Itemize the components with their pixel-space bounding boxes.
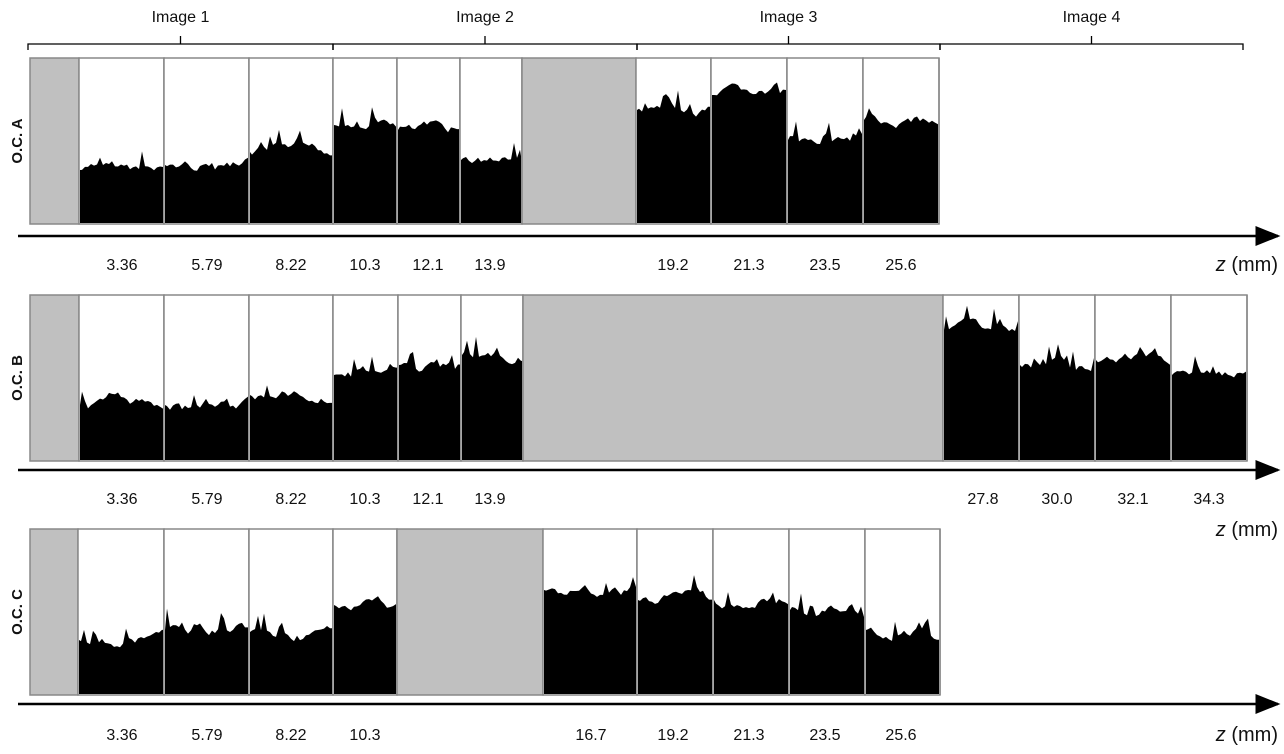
tick-label: 3.36 [106, 727, 137, 744]
tick-label: 21.3 [733, 727, 764, 744]
blank-panel [30, 529, 78, 695]
tick-label: 30.0 [1041, 491, 1072, 508]
front-silhouette [399, 352, 460, 460]
blank-panel [30, 295, 79, 461]
bracket [333, 36, 637, 50]
row-label: O.C. B [9, 355, 26, 401]
tick-label: 8.22 [275, 491, 306, 508]
front-silhouette [1096, 347, 1170, 460]
bracket [637, 36, 940, 50]
tick-label: 23.5 [809, 257, 840, 274]
tick-label: 5.79 [191, 727, 222, 744]
axis-unit: (mm) [1231, 254, 1278, 276]
tick-label: 8.22 [275, 257, 306, 274]
image-label: Image 1 [152, 9, 210, 26]
axis-unit: (mm) [1231, 724, 1278, 746]
blank-panel [523, 295, 943, 461]
row-label: O.C. A [9, 118, 26, 163]
tick-label: 13.9 [474, 491, 505, 508]
tick-label: 10.3 [349, 491, 380, 508]
front-silhouette [334, 596, 396, 694]
figure: Image 1 Image 2 Image 3 Image 4 O.C. A 3.36 5.… [0, 0, 1284, 749]
axis-label: z (mm) [1215, 519, 1278, 541]
tick-label: 25.6 [885, 727, 916, 744]
image-label: Image 4 [1063, 9, 1121, 26]
row-label: O.C. C [9, 589, 26, 635]
tick-label: 12.1 [412, 257, 443, 274]
tick-label: 19.2 [657, 257, 688, 274]
tick-label: 10.3 [349, 257, 380, 274]
tick-label: 5.79 [191, 491, 222, 508]
front-silhouette [712, 83, 786, 223]
axis-label: z (mm) [1215, 254, 1278, 276]
axis-variable: z [1215, 724, 1226, 746]
tick-label: 19.2 [657, 727, 688, 744]
tick-label: 16.7 [575, 727, 606, 744]
tick-label: 3.36 [106, 257, 137, 274]
front-silhouette [165, 158, 248, 223]
tick-label: 13.9 [474, 257, 505, 274]
front-silhouette [864, 108, 938, 223]
blank-panel [522, 58, 636, 224]
tick-label: 25.6 [885, 257, 916, 274]
front-silhouette [944, 306, 1018, 460]
axis-variable: z [1215, 254, 1226, 276]
image-label: Image 2 [456, 9, 514, 26]
tick-label: 23.5 [809, 727, 840, 744]
front-silhouette [544, 577, 636, 694]
blank-panel [397, 529, 543, 695]
tick-label: 12.1 [412, 491, 443, 508]
tick-label: 3.36 [106, 491, 137, 508]
front-silhouette [398, 120, 459, 223]
bracket [28, 36, 333, 50]
blank-panel [30, 58, 79, 224]
tick-label: 34.3 [1193, 491, 1224, 508]
tick-label: 5.79 [191, 257, 222, 274]
axis-unit: (mm) [1231, 519, 1278, 541]
tick-label: 8.22 [275, 727, 306, 744]
tick-label: 27.8 [967, 491, 998, 508]
tick-label: 10.3 [349, 727, 380, 744]
axis-label: z (mm) [1215, 724, 1278, 746]
tick-label: 32.1 [1117, 491, 1148, 508]
image-label: Image 3 [760, 9, 818, 26]
axis-variable: z [1215, 519, 1226, 541]
tick-label: 21.3 [733, 257, 764, 274]
page: Image 1 Image 2 Image 3 Image 4 O.C. A 3.36 5.… [0, 0, 1284, 754]
bracket [940, 36, 1243, 50]
